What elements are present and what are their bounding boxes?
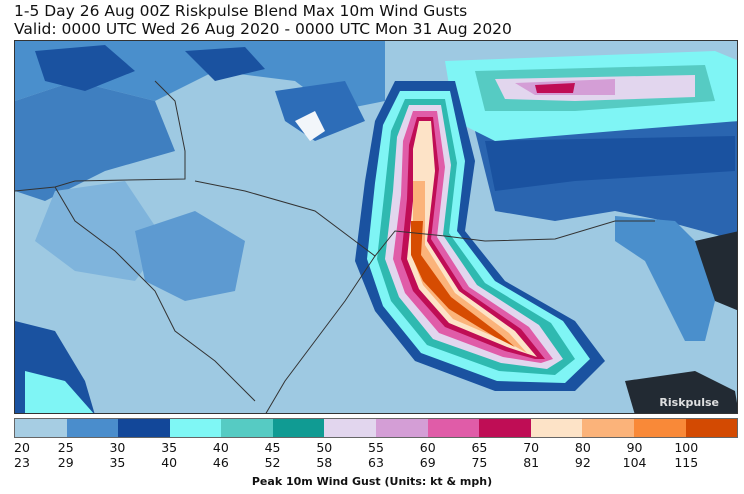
title-line-1: 1-5 Day 26 Aug 00Z Riskpulse Blend Max 1… [14, 2, 468, 20]
tick-kt: 90 [626, 440, 643, 455]
tick-mph: 46 [212, 455, 229, 470]
tick-kt: 45 [264, 440, 281, 455]
tick-mph: 35 [109, 455, 126, 470]
legend-tick-label: 35 40 [149, 440, 189, 470]
legend-tick-label: 25 29 [46, 440, 86, 470]
legend-swatch [685, 419, 738, 437]
tick-mph: 92 [574, 455, 591, 470]
dark-patch-2 [185, 47, 265, 81]
tick-mph: 104 [622, 455, 647, 470]
land-region-west [15, 81, 175, 201]
legend-swatch [427, 419, 480, 437]
dark-patch-3 [275, 81, 365, 141]
legend-swatch [376, 419, 428, 437]
legend-tick-label: 90 104 [615, 440, 655, 470]
legend-swatch [272, 419, 325, 437]
legend-swatch [324, 419, 377, 437]
land-region-texas-2 [135, 211, 245, 301]
legend-swatch [633, 419, 686, 437]
wind-gust-map: Riskpulse [14, 40, 738, 414]
tick-kt: 30 [109, 440, 126, 455]
land-florida [615, 216, 715, 341]
watermark-logo: Riskpulse [659, 396, 719, 409]
tick-kt: 40 [212, 440, 229, 455]
legend-swatch [15, 419, 67, 437]
rio-grande-border [54, 186, 256, 402]
title-line-2: Valid: 0000 UTC Wed 26 Aug 2020 - 0000 U… [14, 20, 512, 38]
tick-kt: 50 [316, 440, 333, 455]
tick-kt: 70 [523, 440, 540, 455]
tick-mph: 40 [161, 455, 178, 470]
legend-swatch [118, 419, 170, 437]
tick-mph: 23 [14, 455, 30, 470]
tick-kt: 25 [57, 440, 74, 455]
tick-mph: 63 [368, 455, 384, 470]
tick-mph: 115 [674, 455, 699, 470]
tick-mph: 29 [57, 455, 74, 470]
legend-units-label: Peak 10m Wind Gust (Units: kt & mph) [251, 475, 493, 488]
tick-mph: 69 [419, 455, 436, 470]
gulf-coastline [194, 180, 655, 257]
tick-kt: 55 [368, 440, 384, 455]
legend-tick-label: 40 46 [201, 440, 241, 470]
legend-swatch [221, 419, 273, 437]
tick-kt: 80 [574, 440, 591, 455]
legend-tick-label: 60 69 [408, 440, 448, 470]
gust-band-north-core [535, 83, 575, 93]
legend-swatch [479, 419, 531, 437]
legend-tick-label: 45 52 [253, 440, 293, 470]
legend-tick-label: 100 115 [666, 440, 706, 470]
dark-land-east [695, 231, 737, 311]
legend-tick-label: 20 23 [2, 440, 42, 470]
tick-mph: 52 [264, 455, 281, 470]
legend-tick-label: 80 92 [563, 440, 603, 470]
cyan-patch-sw [25, 371, 94, 413]
tick-mph: 75 [471, 455, 488, 470]
dark-patch-1 [35, 45, 135, 91]
dark-band-southeast [485, 136, 735, 191]
legend-swatch [582, 419, 634, 437]
legend-tick-label: 30 35 [97, 440, 137, 470]
legend-swatch [66, 419, 119, 437]
legend-tick-label: 50 58 [304, 440, 344, 470]
legend-swatch [169, 419, 222, 437]
color-legend [14, 418, 738, 438]
dark-land-cuba [625, 371, 737, 413]
tick-mph: 58 [316, 455, 333, 470]
land-region-texas [35, 181, 165, 281]
map-canvas [15, 41, 737, 413]
tick-mph: 81 [523, 455, 540, 470]
legend-swatch [530, 419, 583, 437]
highlight-patch-1 [295, 111, 325, 141]
texas-coastline [265, 255, 376, 413]
map-title: 1-5 Day 26 Aug 00Z Riskpulse Blend Max 1… [14, 2, 512, 38]
tick-kt: 20 [14, 440, 30, 455]
tick-kt: 65 [471, 440, 488, 455]
legend-tick-label: 65 75 [459, 440, 499, 470]
legend-ticks: 20 23 25 29 30 35 35 40 40 46 45 52 50 58 55 63 60 69 65 75… [14, 440, 738, 474]
tick-kt: 35 [161, 440, 178, 455]
tick-kt: 60 [419, 440, 436, 455]
legend-tick-label: 70 81 [511, 440, 551, 470]
tick-kt: 100 [674, 440, 699, 455]
legend-tick-label: 55 63 [356, 440, 396, 470]
